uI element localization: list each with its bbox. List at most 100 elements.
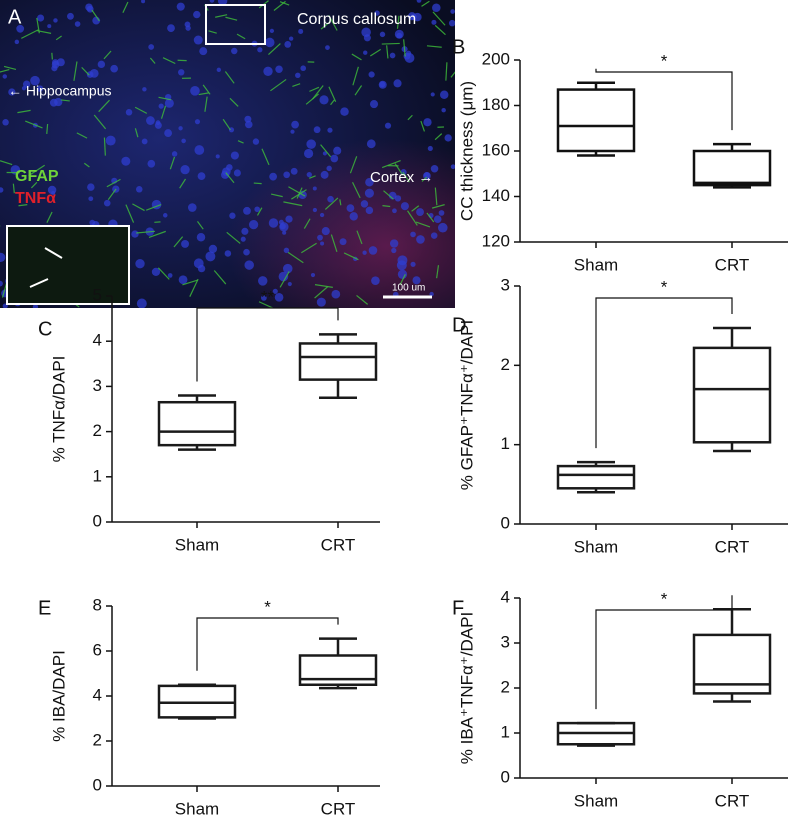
- nucleus: [400, 202, 409, 211]
- panel-label: C: [38, 318, 52, 340]
- astrocyte: [369, 48, 382, 57]
- nucleus: [0, 252, 6, 263]
- astrocyte: [3, 65, 17, 71]
- inset: [6, 225, 130, 305]
- nucleus: [366, 139, 376, 149]
- astrocyte: [434, 133, 443, 141]
- nucleus: [194, 119, 201, 125]
- nucleus: [158, 103, 164, 109]
- nucleus: [197, 264, 206, 273]
- nucleus: [364, 188, 374, 198]
- astrocyte: [213, 270, 227, 285]
- nucleus: [141, 138, 148, 145]
- astrocyte: [132, 203, 145, 212]
- astrocyte: [226, 231, 241, 244]
- nucleus: [205, 251, 216, 262]
- nucleus: [164, 129, 173, 137]
- astrocyte: [309, 175, 316, 179]
- y-tick-label: 2: [93, 421, 102, 440]
- astrocyte: [0, 160, 13, 166]
- roi-box: [205, 4, 266, 45]
- nucleus: [365, 206, 374, 215]
- astrocyte: [225, 16, 238, 21]
- inset-arrow: [44, 247, 63, 259]
- y-tick-label: 0: [501, 767, 510, 786]
- nucleus: [272, 288, 278, 294]
- region-label: Corpus callosum: [297, 11, 416, 28]
- nucleus: [216, 67, 221, 73]
- nucleus: [67, 12, 74, 20]
- significance-bracket: [595, 297, 733, 449]
- astrocyte: [445, 62, 448, 81]
- astrocyte: [436, 265, 440, 279]
- nucleus: [306, 139, 316, 149]
- astrocyte: [330, 99, 335, 106]
- nucleus: [278, 271, 289, 282]
- astrocyte: [349, 156, 358, 174]
- nucleus: [257, 47, 263, 53]
- nucleus: [47, 185, 57, 195]
- nucleus: [230, 151, 239, 160]
- nucleus: [208, 244, 218, 254]
- y-tick-label: 200: [482, 49, 510, 68]
- astrocyte: [421, 0, 430, 7]
- y-tick-label: 3: [501, 632, 510, 651]
- x-tick-label: CRT: [715, 255, 750, 274]
- nucleus: [361, 27, 371, 37]
- nucleus: [190, 86, 200, 96]
- nucleus: [319, 212, 325, 218]
- significance-bracket: [196, 307, 339, 382]
- astrocyte: [103, 137, 106, 156]
- box: [157, 400, 237, 447]
- y-tick-label: 1: [501, 434, 510, 453]
- nucleus: [136, 298, 147, 308]
- astrocyte: [160, 105, 167, 119]
- astrocyte: [237, 140, 244, 144]
- x-tick-label: Sham: [574, 791, 618, 810]
- nucleus: [244, 120, 253, 129]
- nucleus: [258, 276, 268, 286]
- nucleus: [416, 235, 425, 244]
- nucleus: [312, 186, 317, 191]
- nucleus: [369, 100, 379, 109]
- y-tick-label: 1: [93, 466, 102, 485]
- y-axis-label: % IBA/DAPI: [49, 650, 68, 742]
- astrocyte: [383, 190, 394, 200]
- nucleus: [243, 248, 250, 256]
- nucleus: [180, 165, 190, 175]
- nucleus: [441, 107, 446, 113]
- nucleus: [89, 219, 96, 226]
- nucleus: [397, 255, 408, 266]
- nucleus: [49, 98, 58, 107]
- nucleus: [423, 171, 431, 180]
- nucleus: [275, 65, 283, 74]
- astrocyte: [394, 163, 404, 176]
- nucleus: [430, 232, 438, 239]
- nucleus: [197, 172, 206, 181]
- nucleus: [325, 45, 330, 50]
- astrocyte: [98, 99, 110, 113]
- nucleus: [21, 86, 27, 91]
- astrocyte: [407, 210, 418, 226]
- astrocyte: [415, 221, 431, 228]
- y-tick-label: 6: [93, 640, 102, 659]
- stain-label: TNFα: [15, 190, 56, 207]
- astrocyte: [236, 33, 246, 40]
- astrocyte: [46, 123, 49, 135]
- astrocyte: [403, 39, 406, 57]
- nucleus: [365, 177, 374, 187]
- y-tick-label: 5: [93, 285, 102, 304]
- nucleus: [167, 24, 175, 33]
- nucleus: [263, 66, 273, 76]
- nucleus: [427, 145, 433, 152]
- box: [692, 633, 772, 695]
- astrocyte: [125, 204, 135, 223]
- x-tick-label: CRT: [321, 799, 356, 817]
- astrocyte: [106, 178, 121, 188]
- nucleus: [131, 230, 139, 238]
- nucleus: [220, 170, 230, 179]
- astrocyte: [279, 1, 290, 6]
- astrocyte: [182, 279, 198, 286]
- nucleus: [164, 98, 174, 108]
- nucleus: [16, 24, 25, 33]
